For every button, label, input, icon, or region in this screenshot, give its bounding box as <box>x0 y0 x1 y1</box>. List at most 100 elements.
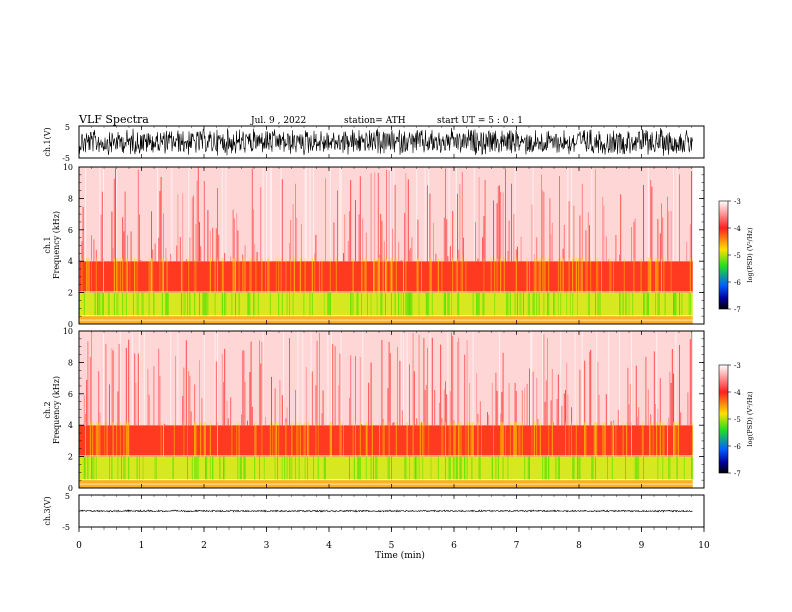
spectrogram-streak <box>507 456 509 481</box>
spectrogram-streak <box>443 389 445 426</box>
spectrogram-streak <box>281 179 283 262</box>
spectrogram-streak <box>655 404 656 426</box>
spectrogram-streak <box>92 456 94 481</box>
spectrogram-streak <box>159 258 161 293</box>
spectrogram-streak <box>497 185 499 262</box>
spectrogram-streak <box>566 292 568 317</box>
spectrogram-streak <box>598 394 600 426</box>
spectrogram-gap <box>143 331 145 426</box>
spectrogram-streak <box>265 416 266 426</box>
spectrogram-streak <box>389 258 391 293</box>
spectrogram-gap <box>171 167 173 262</box>
ytick-label: 10 <box>63 327 73 336</box>
spectrogram-streak <box>422 422 424 457</box>
spectrogram-streak <box>507 251 509 262</box>
spectrogram-streak <box>109 384 110 426</box>
spectrogram-streak <box>674 422 676 457</box>
spectrogram-streak <box>256 251 258 262</box>
spectrogram-streak <box>217 258 218 293</box>
spectrogram-streak <box>391 258 392 293</box>
spectrogram-streak <box>319 332 320 426</box>
spectrogram-streak <box>549 198 551 262</box>
spectrogram-streak <box>383 241 385 262</box>
spectrogram-streak <box>521 390 523 426</box>
spectrogram-gap <box>103 331 104 426</box>
spectrogram-streak <box>315 385 317 426</box>
spectrogram-streak <box>267 258 269 293</box>
spectrogram-streak <box>501 391 503 426</box>
spectrogram-streak <box>263 456 265 481</box>
spectrogram-streak <box>303 292 305 317</box>
spectrogram-streak <box>303 422 305 457</box>
spectrogram-streak <box>416 418 418 426</box>
spectrogram-streak <box>193 195 194 262</box>
spectrogram-streak <box>491 456 493 481</box>
spectrogram-streak <box>296 422 298 457</box>
spectrogram-streak <box>481 422 482 457</box>
spectrogram-streak <box>109 292 110 317</box>
spectrogram-streak <box>160 422 162 457</box>
spectrogram-streak <box>323 456 325 481</box>
colorbar-tick-label: -4 <box>734 225 741 233</box>
spectrogram-streak <box>148 292 150 317</box>
spectrogram-streak <box>650 179 652 262</box>
spectrogram-streak <box>367 292 368 317</box>
spectrogram-streak <box>158 237 160 262</box>
spectrogram-streak <box>572 258 574 293</box>
spectrogram-streak <box>370 456 372 481</box>
spectrogram-streak <box>457 292 458 317</box>
spectrogram-streak <box>98 292 100 317</box>
spectrogram-streak <box>125 422 127 457</box>
spectrogram-streak <box>338 385 340 426</box>
spectrogram-streak <box>692 456 694 481</box>
spectrogram-streak <box>688 292 690 317</box>
spectrogram-streak <box>381 340 383 426</box>
spectrogram-streak <box>423 422 425 457</box>
spectrogram-streak <box>457 341 458 426</box>
spectrogram-streak <box>487 412 488 426</box>
spectrogram-streak <box>223 382 224 426</box>
spectrogram-streak <box>317 422 319 457</box>
spectrogram-streak <box>681 292 683 317</box>
spectrogram-streak <box>359 456 361 481</box>
spectrogram-streak <box>572 456 574 481</box>
spectrogram-streak <box>101 292 103 317</box>
spectrogram-streak <box>637 456 638 481</box>
spectrogram-streak <box>451 292 452 317</box>
spectrogram-streak <box>573 205 575 262</box>
spectrogram-streak <box>483 216 485 262</box>
spectrogram-streak <box>202 292 204 317</box>
spectrogram-gap <box>676 167 678 262</box>
spectrogram-streak <box>374 258 376 293</box>
spectrogram-streak <box>315 235 317 262</box>
spectrogram-streak <box>673 373 674 426</box>
spectrogram-streak <box>135 383 137 426</box>
spectrogram-streak <box>442 422 444 457</box>
spectrogram-streak <box>88 258 90 293</box>
spectrogram-streak <box>159 191 161 262</box>
spectrogram-streak <box>647 292 649 317</box>
spectrogram-streak <box>247 420 248 426</box>
spectrogram-streak <box>405 258 407 293</box>
spectrogram-streak <box>221 353 223 426</box>
spectrogram-gap <box>99 167 101 262</box>
ch3-ytick-bottom: -5 <box>62 523 70 532</box>
xtick-label: 6 <box>451 541 457 551</box>
spectrogram-streak <box>356 292 358 317</box>
spectrogram-streak <box>429 193 431 262</box>
spectrogram-streak <box>649 258 650 293</box>
spectrogram-streak <box>629 384 631 426</box>
spectrogram-streak <box>160 177 162 262</box>
spectrogram-streak <box>217 188 218 262</box>
ytick-label: 4 <box>68 257 73 266</box>
spectrogram-gap <box>269 167 271 262</box>
spectrogram-streak <box>428 422 430 457</box>
spectrogram-streak <box>449 456 451 481</box>
spectrogram-streak <box>94 292 96 317</box>
spectrogram-streak <box>200 422 202 457</box>
spectrogram-streak <box>652 422 654 457</box>
spectrogram-streak <box>101 191 103 262</box>
ytick-label: 10 <box>63 163 73 172</box>
spectrogram-streak <box>404 212 406 262</box>
spectrogram-streak <box>365 258 367 293</box>
